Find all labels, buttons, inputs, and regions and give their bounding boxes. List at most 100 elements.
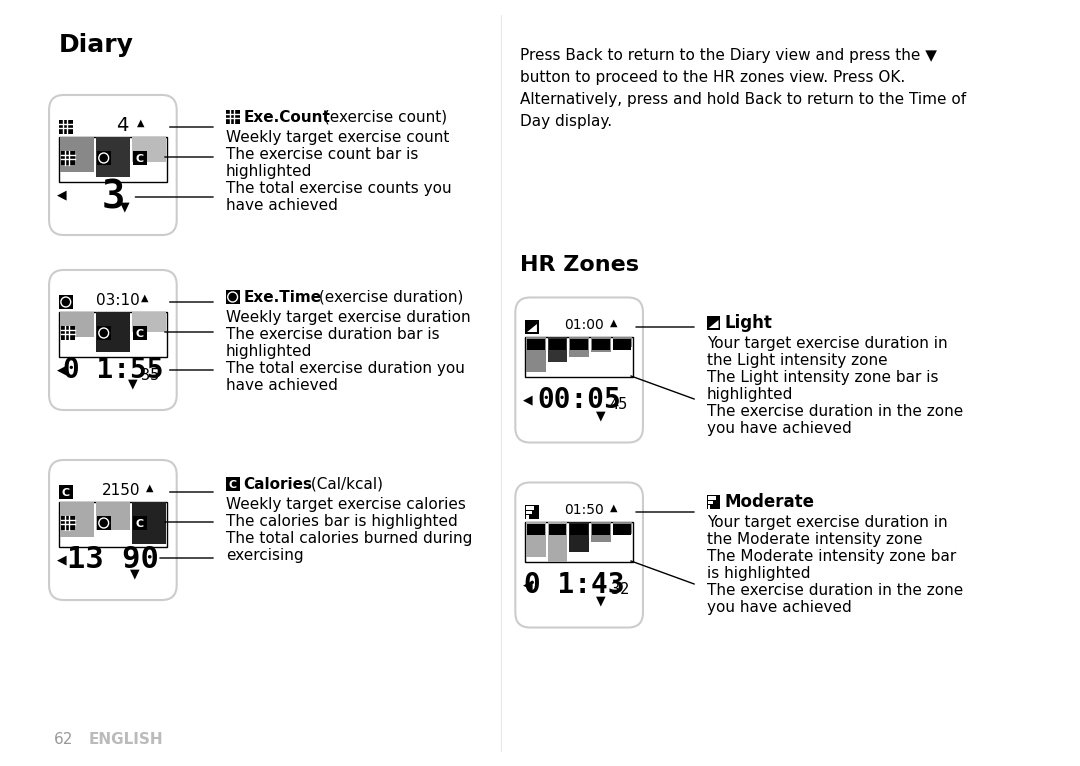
Bar bbox=[60, 516, 75, 530]
FancyBboxPatch shape bbox=[49, 460, 177, 600]
Bar bbox=[591, 337, 610, 352]
Text: The total exercise duration you: The total exercise duration you bbox=[226, 361, 464, 376]
Bar bbox=[526, 506, 535, 509]
Bar bbox=[59, 120, 72, 134]
Bar bbox=[525, 522, 633, 562]
Bar bbox=[569, 522, 589, 552]
Bar bbox=[97, 151, 110, 165]
Text: (exercise duration): (exercise duration) bbox=[314, 290, 463, 305]
Text: ▼: ▼ bbox=[596, 410, 606, 423]
Bar bbox=[706, 316, 720, 330]
FancyBboxPatch shape bbox=[515, 483, 643, 627]
Text: highlighted: highlighted bbox=[706, 387, 793, 402]
FancyBboxPatch shape bbox=[49, 270, 177, 410]
Text: 35: 35 bbox=[141, 368, 160, 382]
Text: highlighted: highlighted bbox=[226, 164, 312, 179]
Text: ◀: ◀ bbox=[57, 554, 67, 567]
Bar bbox=[549, 524, 566, 535]
Bar bbox=[592, 524, 609, 535]
Text: Moderate: Moderate bbox=[725, 493, 814, 511]
Bar bbox=[132, 312, 166, 332]
Text: 0 1:55: 0 1:55 bbox=[63, 356, 163, 384]
Text: ▲: ▲ bbox=[147, 483, 154, 493]
Text: you have achieved: you have achieved bbox=[706, 421, 851, 436]
Bar bbox=[97, 326, 110, 340]
Bar bbox=[59, 137, 94, 172]
Text: HR Zones: HR Zones bbox=[521, 255, 639, 275]
Bar bbox=[59, 137, 167, 182]
Bar bbox=[612, 337, 632, 347]
Text: have achieved: have achieved bbox=[226, 378, 338, 393]
Bar bbox=[526, 337, 545, 372]
Polygon shape bbox=[708, 320, 718, 328]
Text: Weekly target exercise count: Weekly target exercise count bbox=[226, 130, 449, 145]
Bar bbox=[706, 495, 720, 509]
Bar bbox=[96, 312, 130, 352]
Bar bbox=[59, 502, 167, 547]
Text: ◀: ◀ bbox=[524, 578, 532, 591]
Text: ▲: ▲ bbox=[610, 503, 618, 513]
Text: C: C bbox=[62, 488, 70, 498]
Text: Your target exercise duration in: Your target exercise duration in bbox=[706, 336, 947, 351]
Text: ▲: ▲ bbox=[610, 318, 618, 328]
Text: Weekly target exercise calories: Weekly target exercise calories bbox=[226, 497, 465, 512]
Bar bbox=[707, 506, 711, 509]
Text: Weekly target exercise duration: Weekly target exercise duration bbox=[226, 310, 471, 325]
Text: ◀: ◀ bbox=[57, 364, 67, 377]
Bar bbox=[525, 320, 539, 334]
Text: 2150: 2150 bbox=[102, 483, 140, 497]
Text: exercising: exercising bbox=[226, 548, 303, 563]
Bar bbox=[60, 326, 75, 340]
Bar bbox=[548, 522, 567, 562]
FancyBboxPatch shape bbox=[515, 297, 643, 443]
Bar bbox=[592, 339, 609, 350]
Bar bbox=[612, 522, 632, 534]
Text: The calories bar is highlighted: The calories bar is highlighted bbox=[226, 514, 458, 529]
Bar bbox=[707, 496, 716, 499]
Bar bbox=[133, 516, 147, 530]
Text: 13 90: 13 90 bbox=[67, 545, 159, 574]
Text: Day display.: Day display. bbox=[521, 113, 612, 129]
Bar bbox=[97, 516, 110, 530]
Text: C: C bbox=[136, 154, 144, 164]
Text: Calories: Calories bbox=[243, 476, 312, 492]
Text: 01:50: 01:50 bbox=[564, 503, 604, 517]
Text: The exercise count bar is: The exercise count bar is bbox=[226, 147, 418, 162]
Text: the Light intensity zone: the Light intensity zone bbox=[706, 353, 888, 368]
Bar bbox=[526, 522, 545, 557]
Bar bbox=[96, 502, 130, 530]
Text: Exe.Time: Exe.Time bbox=[243, 290, 322, 305]
Text: ▲: ▲ bbox=[140, 293, 148, 303]
Text: Press Back to return to the Diary view and press the ▼: Press Back to return to the Diary view a… bbox=[521, 47, 937, 63]
Text: (exercise count): (exercise count) bbox=[319, 110, 447, 125]
Polygon shape bbox=[527, 324, 537, 332]
Text: 0 1:43: 0 1:43 bbox=[524, 571, 624, 599]
Bar bbox=[96, 137, 130, 177]
Text: Alternatively, press and hold Back to return to the Time of: Alternatively, press and hold Back to re… bbox=[521, 91, 967, 106]
Text: 00:05: 00:05 bbox=[537, 386, 621, 414]
Bar bbox=[59, 485, 72, 499]
Bar bbox=[525, 337, 633, 377]
Bar bbox=[526, 511, 531, 514]
Text: have achieved: have achieved bbox=[226, 198, 338, 213]
Text: button to proceed to the HR zones view. Press OK.: button to proceed to the HR zones view. … bbox=[521, 70, 905, 84]
Text: 4: 4 bbox=[117, 116, 129, 135]
Text: ◀: ◀ bbox=[524, 394, 532, 407]
Text: The exercise duration bar is: The exercise duration bar is bbox=[226, 327, 440, 342]
Text: The total calories burned during: The total calories burned during bbox=[226, 531, 472, 546]
Text: ◀: ◀ bbox=[57, 188, 67, 201]
Text: ▼: ▼ bbox=[130, 568, 139, 581]
Text: ENGLISH: ENGLISH bbox=[89, 732, 163, 748]
Bar bbox=[59, 312, 94, 337]
Text: The exercise duration in the zone: The exercise duration in the zone bbox=[706, 583, 963, 598]
Bar bbox=[525, 505, 539, 519]
Bar bbox=[59, 295, 72, 309]
Text: 32: 32 bbox=[611, 581, 630, 597]
Text: ▼: ▼ bbox=[120, 201, 130, 214]
Text: The Light intensity zone bar is: The Light intensity zone bar is bbox=[706, 370, 939, 385]
Bar bbox=[548, 337, 567, 362]
Bar bbox=[133, 151, 147, 165]
Bar bbox=[59, 502, 94, 537]
Text: C: C bbox=[136, 329, 144, 339]
Bar bbox=[570, 339, 588, 350]
